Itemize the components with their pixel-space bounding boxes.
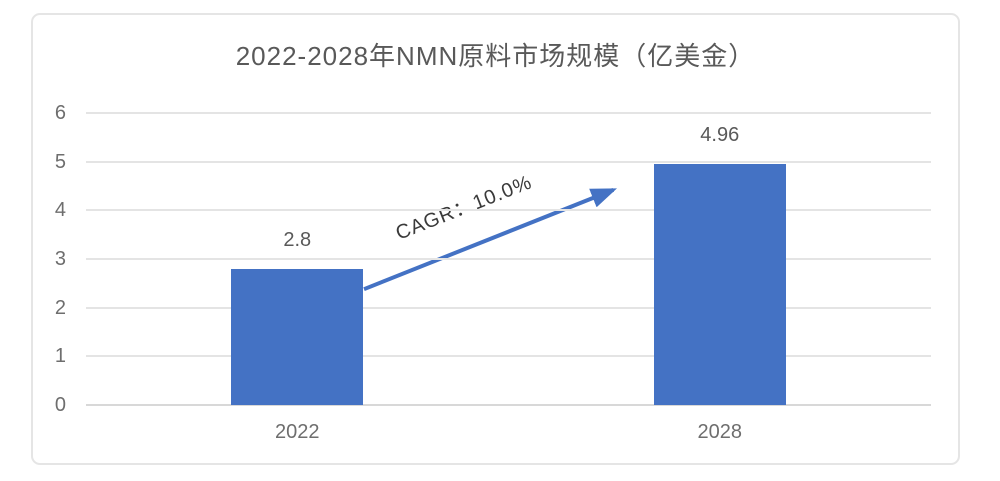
bar-2028 [653,163,786,405]
bar-value-label-2028: 4.96 [700,123,740,146]
chart-title: 2022-2028年NMN原料市场规模（亿美金） [235,41,756,71]
y-tick-label: 1 [54,345,66,368]
y-tick-label: 2 [54,296,66,319]
y-axis: 0 1 2 3 4 5 6 [33,103,69,415]
bar-2022 [231,268,364,405]
x-axis-line [86,404,931,406]
cagr-arrow-line [363,188,617,292]
gridline [86,209,931,212]
x-tick-label-2022: 2022 [275,421,320,443]
cagr-arrow [363,188,617,292]
y-tick-label: 5 [54,150,66,173]
y-tick-label: 6 [54,102,66,124]
gridline [86,160,931,163]
bar-value-label-2022: 2.8 [283,228,312,251]
gridline [86,112,931,114]
plot-area: CAGR：10.0% 2.8 4.96 [86,112,931,406]
y-tick-label: 4 [54,199,66,222]
y-tick-label: 3 [54,248,66,270]
x-tick-label-2028: 2028 [697,421,743,443]
gridline [86,258,931,260]
gridline [86,355,931,358]
gridline [86,306,931,309]
y-tick-label: 0 [54,394,66,416]
